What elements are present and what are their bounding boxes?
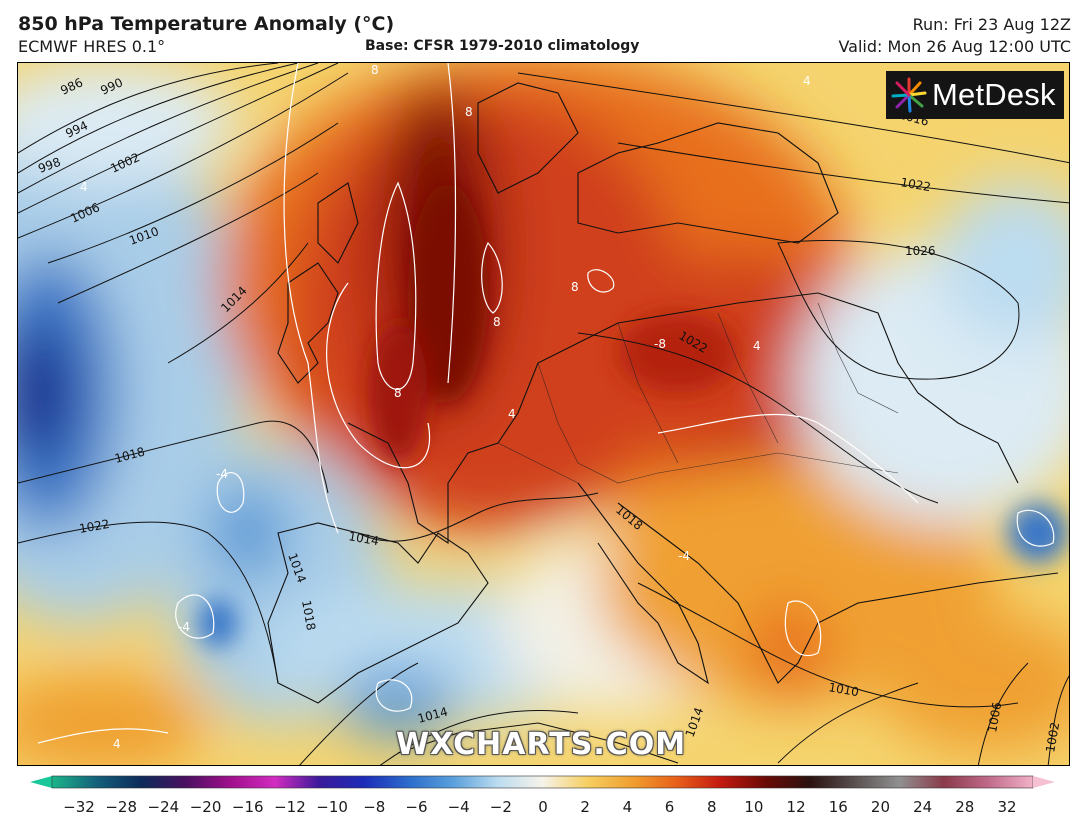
anomaly-label: -4 bbox=[678, 549, 690, 563]
colorbar-tick-label: 10 bbox=[744, 798, 764, 816]
anomaly-label: 4 bbox=[753, 339, 761, 353]
isobar-label: 1014 bbox=[347, 529, 380, 548]
anomaly-label: -4 bbox=[178, 620, 190, 634]
isobar-label: 1026 bbox=[905, 244, 936, 258]
anomaly-label: 8 bbox=[571, 280, 579, 294]
colorbar-tick-label: −16 bbox=[231, 798, 264, 816]
colorbar-tick-label: 24 bbox=[913, 798, 933, 816]
colorbar-tick-label: 16 bbox=[828, 798, 848, 816]
colorbar-tick-label: −4 bbox=[447, 798, 470, 816]
map-canvas: 986 990 994 998 1002 1006 1010 1014 1018… bbox=[18, 63, 1069, 765]
anomaly-label: 4 bbox=[803, 74, 811, 88]
chart-title: 850 hPa Temperature Anomaly (°C) bbox=[18, 13, 395, 35]
colorbar-tick-label: 32 bbox=[997, 798, 1017, 816]
anomaly-contours bbox=[37, 63, 1055, 744]
country-borders bbox=[497, 302, 899, 484]
anomaly-map: 986 990 994 998 1002 1006 1010 1014 1018… bbox=[17, 62, 1070, 766]
colorbar-tick-label: −28 bbox=[105, 798, 137, 816]
isobar-label: 1018 bbox=[299, 599, 318, 632]
colorbar-tick-label: 2 bbox=[580, 798, 590, 816]
model-label: ECMWF HRES 0.1° bbox=[18, 37, 166, 56]
anomaly-label: 8 bbox=[371, 63, 379, 77]
colorbar-tick-label: 20 bbox=[870, 798, 890, 816]
anomaly-label: 8 bbox=[465, 105, 473, 119]
colorbar-tick-label: −20 bbox=[189, 798, 222, 816]
colorbar-tick-label: −24 bbox=[147, 798, 180, 816]
colorbar-tick-label: −8 bbox=[363, 798, 386, 816]
isobar-label: 1002 bbox=[1043, 721, 1062, 754]
anomaly-label-group: 8 8 8 8 8 -8 4 4 4 4 -4 -4 -4 4 bbox=[80, 63, 811, 751]
valid-time-label: Valid: Mon 26 Aug 12:00 UTC bbox=[838, 37, 1071, 56]
colorbar-tick-label: 4 bbox=[622, 798, 633, 816]
isobar-label: 1022 bbox=[899, 175, 932, 194]
anomaly-label: 8 bbox=[493, 315, 501, 329]
watermark: WXCHARTS.COM bbox=[396, 727, 687, 762]
colorbar-tick-label: 8 bbox=[706, 798, 717, 816]
colorbar-tick-label: 6 bbox=[664, 798, 675, 816]
colorbar-tick-label: −2 bbox=[489, 798, 512, 816]
colorbar-tick-label: −10 bbox=[316, 798, 348, 816]
anomaly-label: 4 bbox=[113, 737, 121, 751]
metdesk-logo: MetDesk bbox=[886, 71, 1064, 119]
logo-text: MetDesk bbox=[932, 77, 1056, 112]
colorbar-tick-label: 28 bbox=[955, 798, 975, 816]
colorbar-tick-label: −12 bbox=[274, 798, 306, 816]
anomaly-label: 4 bbox=[508, 407, 516, 421]
run-time-label: Run: Fri 23 Aug 12Z bbox=[912, 15, 1071, 34]
colorbar-gradient bbox=[30, 775, 1055, 789]
isobar-label: 1010 bbox=[827, 680, 860, 699]
colorbar-tick-label: 12 bbox=[786, 798, 806, 816]
colorbar-min-arrow bbox=[30, 776, 52, 788]
anomaly-label: 8 bbox=[394, 386, 402, 400]
colorbar-max-arrow bbox=[1033, 776, 1055, 788]
colorbar: −32 −28 −24 −20 −16 −12 −10 −8 −6 −4 −2 0 2 4 6 8 10 12 16… bbox=[30, 775, 1055, 833]
colorbar-tick-label: −6 bbox=[405, 798, 428, 816]
colorbar-tick-label: 0 bbox=[538, 798, 548, 816]
colorbar-tick-label: −32 bbox=[63, 798, 95, 816]
coastlines bbox=[267, 82, 1059, 764]
isobar-label: 1022 bbox=[78, 517, 111, 536]
colorbar-bar bbox=[51, 775, 1034, 789]
anomaly-label: 4 bbox=[80, 180, 88, 194]
anomaly-label: -4 bbox=[216, 467, 228, 481]
isobars bbox=[18, 63, 1069, 765]
metdesk-burst-icon bbox=[891, 77, 927, 113]
climatology-base-label: Base: CFSR 1979-2010 climatology bbox=[365, 38, 640, 54]
isobar-label: 1006 bbox=[985, 701, 1004, 734]
anomaly-label: -8 bbox=[654, 337, 666, 351]
